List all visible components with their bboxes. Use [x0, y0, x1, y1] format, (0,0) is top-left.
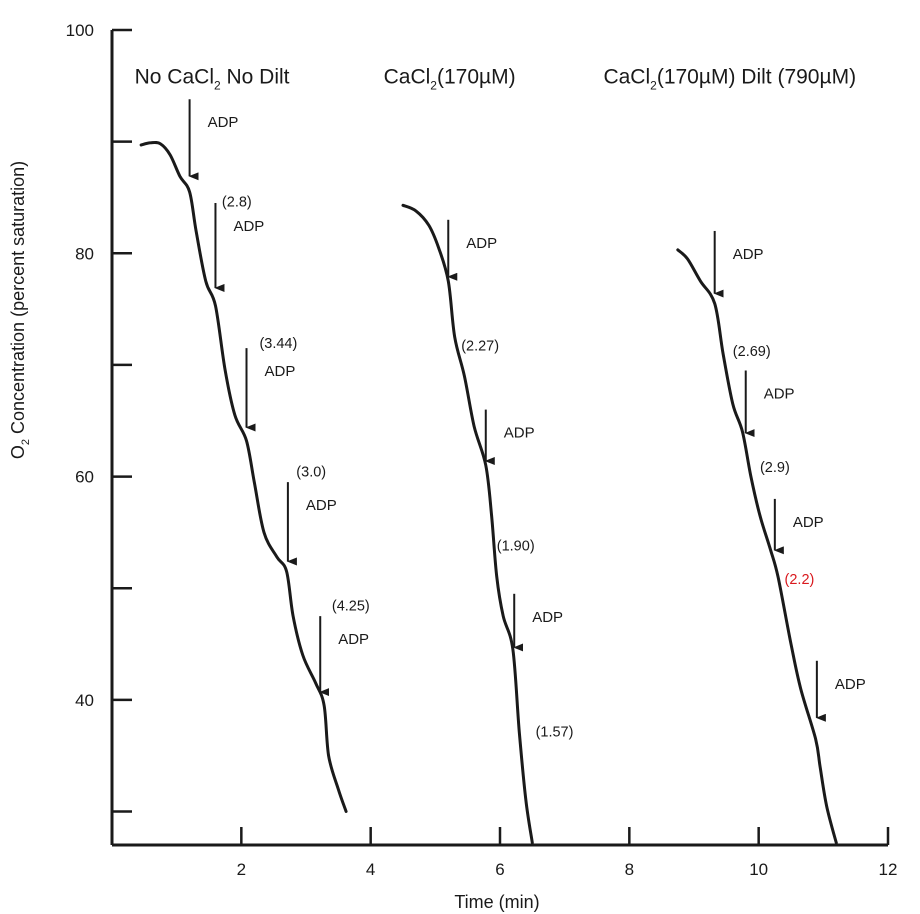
adp-label: ADP [208, 114, 239, 131]
condition-label-2: CaCl2(170µM) [384, 66, 516, 93]
rate-label: (2.69) [733, 344, 771, 360]
y-axis-title: O2 Concentration (percent saturation) [8, 161, 32, 459]
x-tick-label: 12 [879, 860, 898, 879]
rate-label: (2.9) [760, 460, 790, 476]
x-tick-label: 6 [495, 860, 504, 879]
series-line-3 [676, 248, 838, 845]
rate-label: (1.57) [536, 725, 574, 741]
adp-label: ADP [466, 235, 497, 252]
x-tick-label: 2 [237, 860, 246, 879]
series-layer [139, 140, 838, 845]
adp-label: ADP [835, 676, 866, 693]
axes: 40 60 80 100 2 4 6 8 10 12 [66, 21, 898, 879]
rate-label: (3.44) [259, 336, 297, 352]
condition-label-3: CaCl2(170µM) Dilt (790µM) [603, 66, 856, 93]
adp-label: ADP [306, 497, 337, 514]
x-tick-label: 4 [366, 860, 375, 879]
condition-label-text: No Dilt [221, 66, 290, 89]
adp-label: ADP [265, 363, 296, 380]
series-line-1 [139, 140, 348, 813]
y-axis-title-o: O [8, 445, 28, 459]
y-tick-label: 40 [75, 691, 94, 710]
rate-label: (2.8) [222, 194, 252, 210]
condition-label-text: CaCl [384, 66, 431, 89]
adp-label: ADP [338, 631, 369, 648]
condition-label-text: (170µM) [437, 66, 516, 89]
adp-label: ADP [764, 386, 795, 403]
rate-label: (1.90) [497, 538, 535, 554]
rate-label: (3.0) [296, 465, 326, 481]
adp-label: ADP [233, 218, 264, 235]
annotation-layer: ADP ADP ADP ADP ADP (2.8) (3.44) (3.0) (4.25) ADP… [135, 66, 866, 741]
rate-label: (2.2) [785, 572, 815, 588]
y-axis-title-subscript: 2 [20, 439, 32, 445]
adp-label: ADP [504, 425, 535, 442]
adp-label: ADP [733, 246, 764, 263]
x-tick-label: 8 [625, 860, 634, 879]
condition-label-text: (170µM) Dilt (790µM) [657, 66, 856, 89]
condition-label-1: No CaCl2 No Dilt [135, 66, 290, 93]
rate-label: (2.27) [461, 338, 499, 354]
condition-label-subscript: 2 [430, 79, 437, 93]
x-tick-label: 10 [749, 860, 768, 879]
y-tick-label: 60 [75, 468, 94, 487]
adp-label: ADP [793, 514, 824, 531]
condition-label-text: CaCl [603, 66, 650, 89]
y-tick-label: 100 [66, 21, 94, 40]
series-line-2 [401, 203, 534, 845]
condition-label-subscript: 2 [650, 79, 657, 93]
y-tick-label: 80 [75, 244, 94, 263]
adp-label: ADP [532, 609, 563, 626]
condition-label-subscript: 2 [214, 79, 221, 93]
rate-label: (4.25) [332, 599, 370, 615]
y-axis-title-rest: Concentration (percent saturation) [8, 161, 28, 439]
x-axis-title: Time (min) [454, 892, 539, 912]
condition-label-text: No CaCl [135, 66, 214, 89]
